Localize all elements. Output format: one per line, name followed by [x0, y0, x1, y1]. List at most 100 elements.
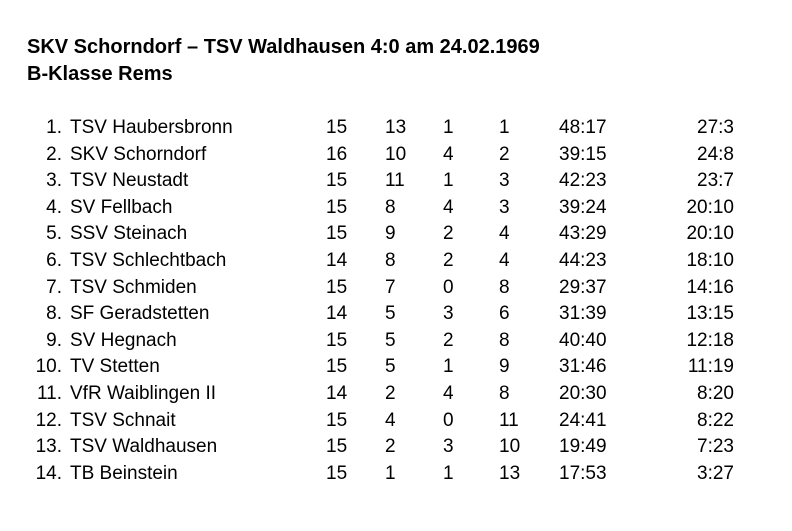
- games-played-cell: 15: [326, 196, 348, 218]
- games-played-cell: 15: [326, 436, 348, 458]
- losses-cell: 1: [499, 117, 510, 138]
- wins-cell: 10: [385, 143, 407, 165]
- table-row: 14. TB Beinstein 15 1 1 13 17:53 3:27: [0, 461, 792, 488]
- rank-cell: 8.: [46, 303, 62, 325]
- losses-cell: 3: [499, 196, 510, 218]
- points-cell: 27:3: [697, 117, 734, 138]
- games-played-cell: 15: [326, 329, 348, 351]
- wins-cell: 5: [385, 303, 396, 325]
- draws-cell: 2: [443, 329, 454, 351]
- team-name-cell: TV Stetten: [70, 356, 160, 378]
- goals-cell: 44:23: [559, 249, 607, 271]
- rank-cell: 12.: [35, 409, 62, 431]
- losses-cell: 3: [499, 170, 510, 192]
- goals-cell: 42:23: [559, 170, 607, 192]
- table-row: 2. SKV Schorndorf 16 10 4 2 39:15 24:8: [0, 142, 792, 169]
- draws-cell: 2: [443, 223, 454, 245]
- standings-table: 1. TSV Haubersbronn 15 13 1 1 48:17 27:3 2. SKV S…: [0, 115, 792, 487]
- points-cell: 3:27: [697, 462, 734, 484]
- table-row: 10. TV Stetten 15 5 1 9 31:46 11:19: [0, 354, 792, 381]
- losses-cell: 4: [499, 249, 510, 271]
- table-row: 4. SV Fellbach 15 8 4 3 39:24 20:10: [0, 195, 792, 222]
- points-cell: 8:20: [697, 382, 734, 404]
- draws-cell: 1: [443, 117, 454, 138]
- team-name-cell: SKV Schorndorf: [70, 143, 207, 165]
- wins-cell: 7: [385, 276, 396, 298]
- rank-cell: 6.: [46, 249, 62, 271]
- points-cell: 18:10: [686, 249, 734, 271]
- points-cell: 20:10: [686, 196, 734, 218]
- table-row: 8. SF Geradstetten 14 5 3 6 31:39 13:15: [0, 301, 792, 328]
- points-cell: 14:16: [686, 276, 734, 298]
- draws-cell: 0: [443, 409, 454, 431]
- team-name-cell: SV Hegnach: [70, 329, 177, 351]
- games-played-cell: 14: [326, 382, 348, 404]
- goals-cell: 19:49: [559, 436, 607, 458]
- team-name-cell: TSV Schnait: [70, 409, 176, 431]
- goals-cell: 31:46: [559, 356, 607, 378]
- points-cell: 20:10: [686, 223, 734, 245]
- team-name-cell: TB Beinstein: [70, 462, 178, 484]
- wins-cell: 11: [385, 170, 405, 192]
- losses-cell: 13: [499, 462, 521, 484]
- goals-cell: 40:40: [559, 329, 607, 351]
- goals-cell: 31:39: [559, 303, 607, 325]
- games-played-cell: 15: [326, 170, 348, 192]
- table-row: 5. SSV Steinach 15 9 2 4 43:29 20:10: [0, 221, 792, 248]
- wins-cell: 1: [385, 462, 396, 484]
- points-cell: 24:8: [697, 143, 734, 165]
- games-played-cell: 15: [326, 276, 348, 298]
- team-name-cell: TSV Neustadt: [70, 170, 189, 192]
- draws-cell: 4: [443, 143, 454, 165]
- team-name-cell: TSV Schmiden: [70, 276, 197, 298]
- points-cell: 11:19: [687, 356, 734, 378]
- goals-cell: 29:37: [559, 276, 607, 298]
- draws-cell: 3: [443, 303, 454, 325]
- goals-cell: 39:24: [559, 196, 607, 218]
- rank-cell: 5.: [46, 223, 62, 245]
- losses-cell: 8: [499, 382, 510, 404]
- rank-cell: 1.: [46, 117, 62, 138]
- rank-cell: 9.: [46, 329, 62, 351]
- table-row: 6. TSV Schlechtbach 14 8 2 4 44:23 18:10: [0, 248, 792, 275]
- games-played-cell: 14: [326, 249, 348, 271]
- draws-cell: 4: [443, 382, 454, 404]
- table-row: 9. SV Hegnach 15 5 2 8 40:40 12:18: [0, 328, 792, 355]
- rank-cell: 13.: [35, 436, 62, 458]
- wins-cell: 8: [385, 249, 396, 271]
- games-played-cell: 16: [326, 143, 348, 165]
- goals-cell: 48:17: [559, 117, 607, 138]
- draws-cell: 1: [443, 462, 454, 484]
- losses-cell: 8: [499, 329, 510, 351]
- games-played-cell: 15: [326, 223, 348, 245]
- goals-cell: 43:29: [559, 223, 607, 245]
- team-name-cell: SSV Steinach: [70, 223, 188, 245]
- losses-cell: 10: [499, 436, 521, 458]
- goals-cell: 17:53: [559, 462, 607, 484]
- team-name-cell: TSV Haubersbronn: [70, 117, 233, 138]
- rank-cell: 3.: [46, 170, 62, 192]
- draws-cell: 3: [443, 436, 454, 458]
- table-row: 11. VfR Waiblingen II 14 2 4 8 20:30 8:20: [0, 381, 792, 408]
- table-row: 1. TSV Haubersbronn 15 13 1 1 48:17 27:3: [0, 115, 792, 142]
- rank-cell: 7.: [46, 276, 62, 298]
- points-cell: 12:18: [686, 329, 734, 351]
- draws-cell: 1: [443, 170, 454, 192]
- rank-cell: 2.: [46, 143, 62, 165]
- rank-cell: 4.: [46, 196, 62, 218]
- team-name-cell: TSV Schlechtbach: [70, 249, 227, 271]
- wins-cell: 2: [385, 382, 396, 404]
- games-played-cell: 15: [326, 117, 348, 138]
- wins-cell: 2: [385, 436, 396, 458]
- rank-cell: 10.: [35, 356, 62, 378]
- goals-cell: 24:41: [559, 409, 607, 431]
- losses-cell: 11: [499, 409, 519, 431]
- points-cell: 13:15: [686, 303, 734, 325]
- games-played-cell: 15: [326, 409, 348, 431]
- draws-cell: 1: [443, 356, 454, 378]
- wins-cell: 9: [385, 223, 396, 245]
- wins-cell: 8: [385, 196, 396, 218]
- wins-cell: 5: [385, 356, 396, 378]
- team-name-cell: VfR Waiblingen II: [70, 382, 217, 404]
- points-cell: 23:7: [697, 170, 734, 192]
